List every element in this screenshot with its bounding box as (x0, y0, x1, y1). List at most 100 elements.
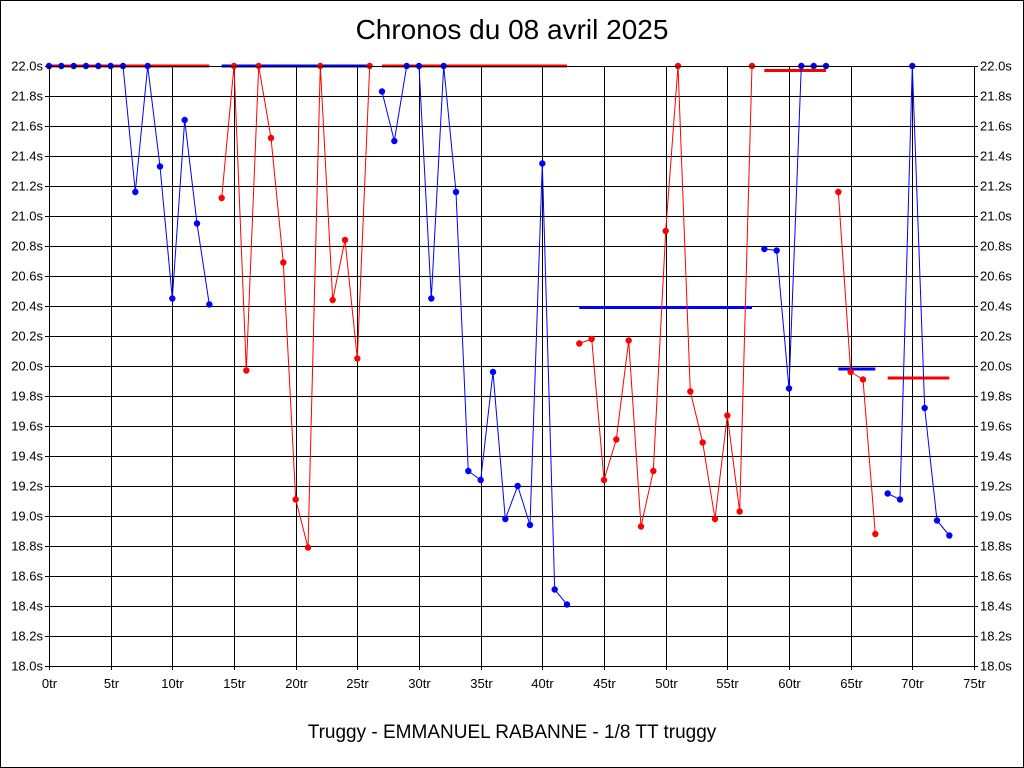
data-point (169, 295, 176, 302)
y-tick-label-left: 18.8s (11, 539, 43, 554)
data-point (946, 532, 953, 539)
x-tick-label: 15tr (223, 676, 246, 691)
data-point (132, 188, 139, 196)
x-tick-label: 75tr (963, 676, 986, 691)
data-point (625, 337, 632, 344)
data-point (452, 188, 460, 196)
grid (49, 66, 975, 667)
x-tick-label: 10tr (161, 676, 184, 691)
y-tick-label-right: 19.4s (980, 449, 1012, 464)
data-point (391, 137, 398, 145)
data-point (933, 517, 941, 524)
data-point (551, 586, 558, 593)
y-tick-label-left: 21.8s (11, 89, 43, 104)
x-tick-label: 45tr (593, 676, 616, 691)
y-tick-label-right: 18.0s (980, 659, 1012, 674)
data-point (156, 163, 164, 170)
y-tick-label-right: 19.8s (980, 389, 1012, 404)
axes: 18.0s 18.0s 18.2s 18.2s 18.4s 18.4s 18.6s 18.6s… (11, 59, 1012, 692)
data-point (785, 385, 793, 392)
data-point (859, 376, 867, 383)
y-tick-label-left: 22.0s (11, 59, 43, 74)
data-point (736, 508, 743, 515)
data-point (711, 515, 719, 523)
y-tick-label-right: 21.8s (980, 89, 1012, 104)
series-line (837, 191, 876, 535)
data-point (304, 544, 312, 551)
data-point (872, 530, 879, 538)
data-point (292, 496, 299, 503)
y-tick-label-left: 18.4s (11, 599, 43, 614)
y-tick-label-left: 20.8s (11, 239, 43, 254)
data-point (662, 227, 669, 235)
data-point (329, 296, 336, 304)
y-tick-label-right: 18.2s (980, 629, 1012, 644)
data-point (514, 482, 521, 490)
y-tick-label-right: 21.2s (980, 179, 1012, 194)
data-point (847, 368, 854, 376)
y-tick-label-left: 21.0s (11, 209, 43, 224)
y-tick-label-right: 21.4s (980, 149, 1012, 164)
data-point (724, 412, 731, 419)
series-line (764, 65, 826, 389)
y-tick-label-left: 20.0s (11, 359, 43, 374)
data-point (502, 515, 509, 523)
y-tick-label-left: 19.8s (11, 389, 43, 404)
y-tick-label-right: 18.4s (980, 599, 1012, 614)
x-tick-label: 65tr (840, 676, 863, 691)
x-tick-label: 5tr (104, 676, 120, 691)
y-tick-label-left: 20.4s (11, 299, 43, 314)
data-point (193, 220, 201, 227)
average-lines (49, 64, 950, 380)
data-point (637, 523, 645, 530)
data-point (921, 404, 928, 412)
data-point (884, 490, 891, 497)
data-point (563, 601, 571, 608)
data-point (613, 436, 620, 443)
x-tick-label: 30tr (408, 676, 431, 691)
x-tick-label: 0tr (42, 676, 58, 691)
data-point (354, 355, 361, 362)
data-point (465, 467, 472, 475)
x-tick-label: 35tr (470, 676, 493, 691)
y-tick-label-right: 20.0s (980, 359, 1012, 374)
y-tick-label-left: 18.0s (11, 659, 43, 674)
data-point (341, 236, 349, 244)
y-tick-label-right: 20.8s (980, 239, 1012, 254)
y-tick-label-right: 20.6s (980, 269, 1012, 284)
y-tick-label-left: 18.2s (11, 629, 43, 644)
y-tick-label-right: 21.0s (980, 209, 1012, 224)
x-tick-label: 70tr (901, 676, 924, 691)
y-tick-label-left: 21.4s (11, 149, 43, 164)
data-point (280, 259, 287, 266)
y-tick-label-left: 19.2s (11, 479, 43, 494)
y-tick-label-right: 19.0s (980, 509, 1012, 524)
y-tick-label-right: 18.6s (980, 569, 1012, 584)
series-layer (45, 62, 953, 608)
y-tick-label-left: 19.4s (11, 449, 43, 464)
data-point (539, 160, 546, 167)
y-tick-label-right: 20.2s (980, 329, 1012, 344)
y-tick-label-left: 19.6s (11, 419, 43, 434)
data-point (835, 188, 842, 196)
data-point (218, 194, 225, 202)
data-point (761, 245, 768, 253)
data-point (588, 335, 595, 343)
data-point (600, 476, 608, 484)
x-tick-label: 55tr (716, 676, 739, 691)
series-line (49, 65, 210, 305)
data-point (699, 439, 706, 446)
y-tick-label-right: 19.2s (980, 479, 1012, 494)
data-point (428, 295, 435, 302)
series-line (887, 65, 950, 536)
data-point (526, 521, 534, 529)
data-point (896, 496, 904, 503)
data-point (773, 247, 780, 254)
chart-title: Chronos du 08 avril 2025 (355, 14, 669, 45)
x-tick-label: 50tr (655, 676, 678, 691)
data-point (206, 301, 213, 308)
data-point (267, 134, 275, 142)
series-line (381, 65, 568, 605)
y-tick-label-left: 20.6s (11, 269, 43, 284)
